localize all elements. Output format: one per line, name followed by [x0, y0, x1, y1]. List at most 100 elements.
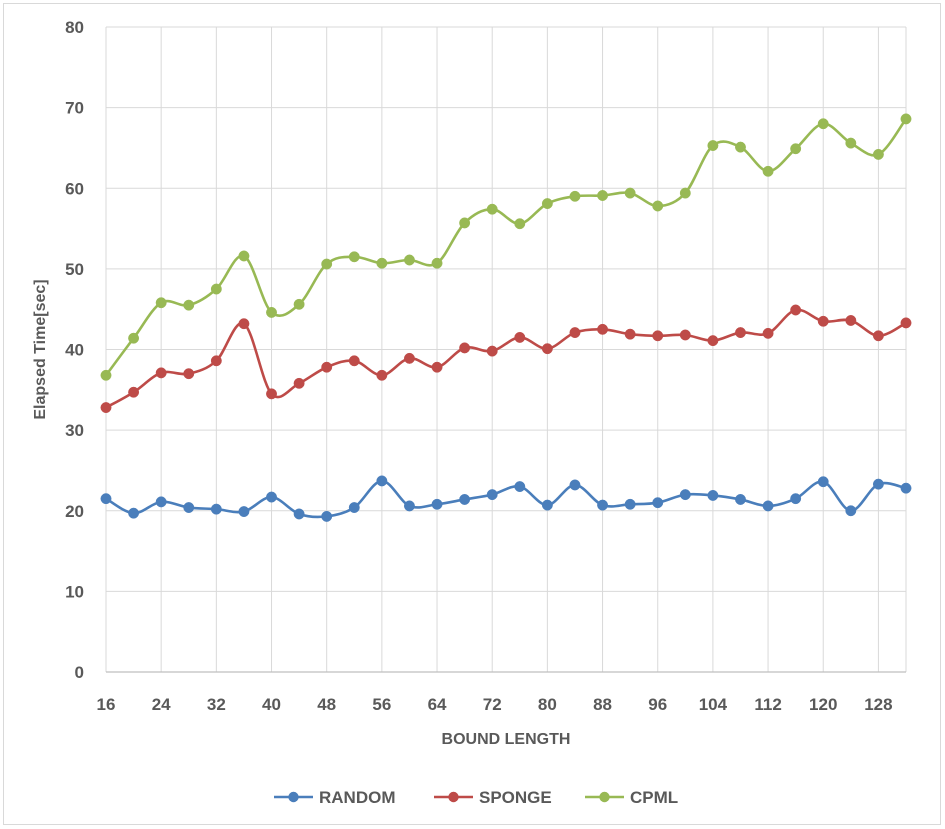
data-point: [872, 148, 884, 160]
data-point: [735, 327, 746, 339]
data-point: [790, 304, 802, 316]
data-point: [266, 388, 277, 400]
x-tick-label: 64: [428, 695, 447, 714]
y-tick-label: 0: [75, 663, 84, 682]
x-tick-label: 72: [483, 695, 502, 714]
legend-label: RANDOM: [319, 788, 396, 807]
y-tick-label: 60: [65, 179, 84, 198]
x-tick-label: 128: [864, 695, 892, 714]
legend-item-sponge: SPONGE: [434, 788, 552, 807]
x-tick-label: 120: [809, 695, 837, 714]
chart-frame: [3, 3, 941, 825]
data-point: [569, 327, 581, 339]
data-point: [459, 494, 471, 505]
data-point: [597, 499, 609, 511]
x-tick-label: 104: [699, 695, 728, 714]
data-point: [679, 329, 691, 341]
data-point: [707, 335, 719, 347]
data-point: [100, 493, 112, 505]
y-tick-label: 50: [65, 260, 84, 279]
data-point: [266, 491, 277, 503]
data-point: [652, 330, 664, 342]
data-point: [707, 140, 719, 151]
series-random: [100, 475, 912, 522]
y-tick-label: 80: [65, 18, 84, 37]
legend-marker: [599, 791, 610, 803]
x-tick-label: 56: [372, 695, 391, 714]
data-point: [238, 506, 250, 518]
data-point: [872, 330, 884, 342]
data-point: [100, 369, 112, 381]
data-point: [183, 368, 195, 380]
legend-label: SPONGE: [479, 788, 552, 807]
data-point: [403, 352, 415, 364]
data-point: [597, 190, 609, 201]
x-axis-title: BOUND LENGTH: [442, 731, 571, 748]
data-point: [183, 299, 195, 311]
series-sponge: [100, 304, 912, 413]
data-point: [735, 141, 746, 153]
data-point: [514, 331, 526, 343]
y-axis-title: Elapsed Time[sec]: [32, 279, 49, 419]
gridlines: [105, 26, 907, 672]
data-point: [762, 165, 774, 177]
data-point: [459, 342, 471, 354]
data-point: [872, 478, 884, 490]
data-point: [403, 500, 415, 512]
data-point: [762, 500, 774, 512]
data-point: [817, 315, 829, 327]
data-point: [348, 251, 360, 263]
legend-item-cpml: CPML: [585, 788, 678, 807]
data-point: [210, 355, 222, 367]
data-point: [624, 498, 636, 510]
data-point: [624, 187, 636, 199]
data-point: [652, 497, 664, 509]
data-point: [128, 386, 140, 398]
data-point: [790, 143, 802, 155]
y-tick-label: 70: [65, 99, 84, 118]
data-point: [900, 482, 912, 494]
data-point: [541, 499, 553, 511]
data-point: [679, 489, 691, 501]
y-tick-label: 30: [65, 421, 84, 440]
legend-label: CPML: [630, 788, 678, 807]
data-point: [183, 502, 195, 513]
data-point: [486, 489, 498, 501]
data-point: [293, 377, 305, 389]
data-point: [597, 323, 609, 335]
legend-item-random: RANDOM: [274, 788, 396, 807]
data-point: [155, 367, 167, 379]
y-tick-label: 10: [65, 582, 84, 601]
data-point: [514, 481, 526, 493]
data-point: [900, 113, 912, 125]
data-point: [293, 298, 305, 310]
data-point: [348, 502, 360, 513]
x-tick-label: 96: [648, 695, 667, 714]
data-point: [514, 218, 526, 230]
x-tick-label: 112: [754, 695, 781, 714]
series-cpml: [100, 113, 912, 381]
data-point: [376, 369, 388, 381]
legend: RANDOM SPONGE CPML: [274, 788, 678, 807]
data-point: [431, 361, 443, 373]
data-point: [376, 475, 388, 487]
x-tick-label: 80: [538, 695, 557, 714]
legend-marker: [448, 791, 459, 803]
data-point: [431, 257, 443, 269]
data-point: [403, 254, 415, 266]
data-point: [486, 203, 498, 215]
data-point: [569, 190, 581, 202]
data-point: [845, 315, 857, 326]
data-point: [155, 496, 167, 508]
data-point: [845, 505, 857, 517]
data-point: [210, 503, 222, 515]
x-tick-label: 40: [262, 695, 281, 714]
data-point: [735, 494, 746, 505]
y-tick-label: 20: [65, 502, 84, 521]
data-point: [155, 297, 167, 309]
data-point: [541, 343, 553, 355]
data-point: [348, 355, 360, 367]
legend-marker: [288, 791, 299, 803]
data-point: [459, 217, 471, 229]
x-tick-label: 48: [317, 695, 336, 714]
